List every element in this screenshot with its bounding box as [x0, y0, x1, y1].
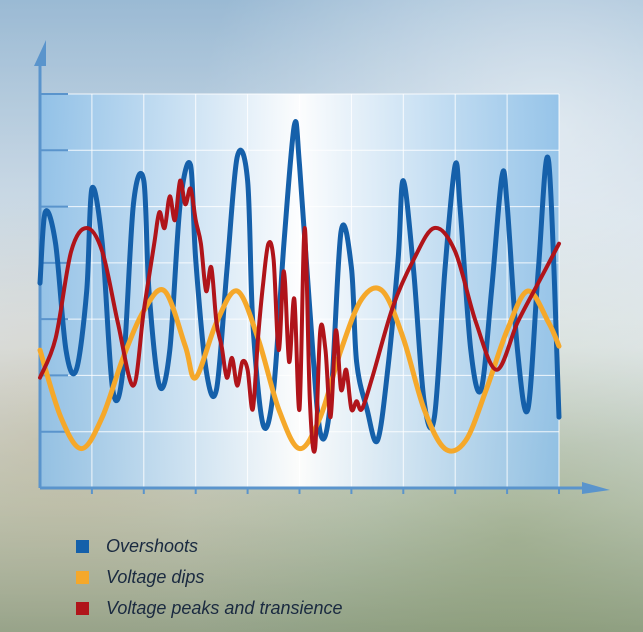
- series-overshoots: [37, 119, 562, 445]
- legend-swatch-voltage-peaks: [76, 602, 89, 615]
- legend-item-voltage-dips: Voltage dips: [76, 562, 343, 593]
- series-layer: [37, 119, 562, 454]
- legend-item-overshoots: Overshoots: [76, 531, 343, 562]
- y-axis-arrow: [34, 40, 46, 66]
- legend-swatch-voltage-dips: [76, 571, 89, 584]
- x-axis-arrow: [582, 482, 610, 494]
- legend-swatch-overshoots: [76, 540, 89, 553]
- series-voltage-peaks: [38, 178, 561, 454]
- axis-ticks: [40, 93, 560, 494]
- legend-label-overshoots: Overshoots: [106, 536, 199, 556]
- legend-item-voltage-peaks: Voltage peaks and transience: [76, 593, 343, 624]
- legend-label-voltage-peaks: Voltage peaks and transience: [106, 598, 343, 618]
- legend-label-voltage-dips: Voltage dips: [106, 567, 205, 587]
- series-voltage-dips: [37, 285, 562, 454]
- legend: Overshoots Voltage dips Voltage peaks an…: [76, 531, 343, 624]
